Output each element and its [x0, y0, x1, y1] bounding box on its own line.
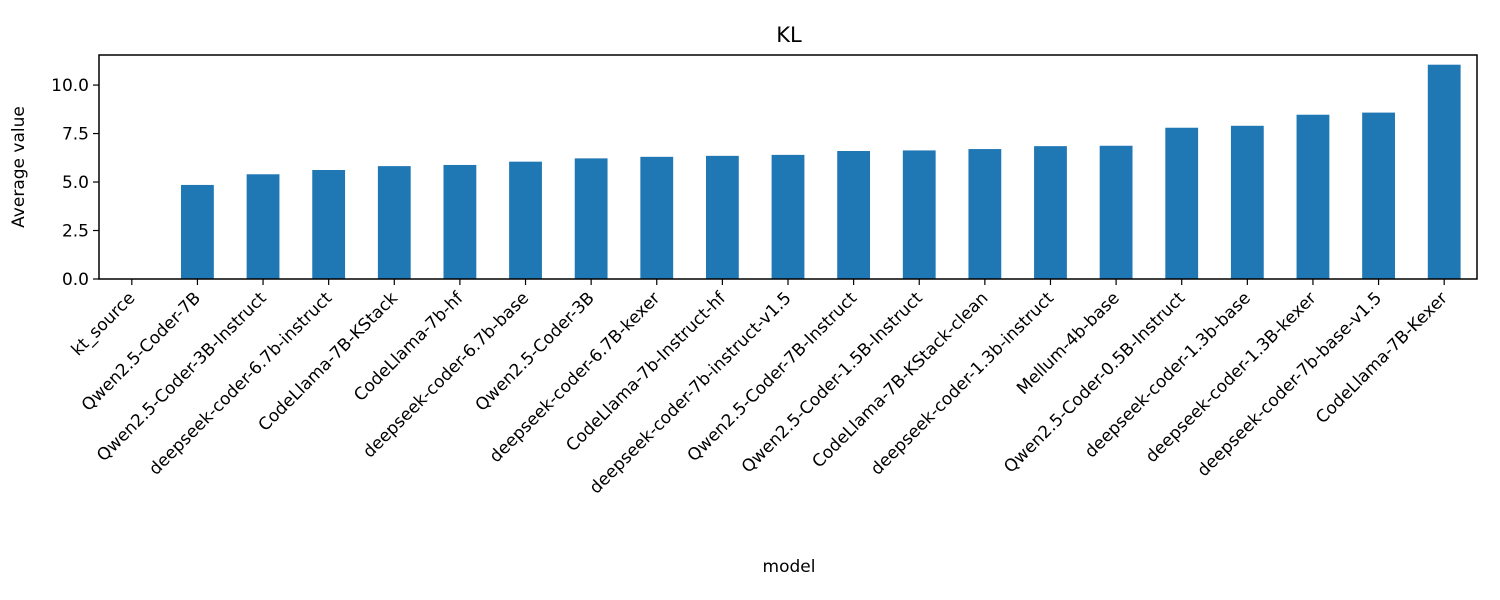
bar-16 [1165, 127, 1199, 279]
bar-8 [640, 156, 674, 279]
bar-9 [705, 155, 739, 279]
x-axis-ticks: kt_sourceQwen2.5-Coder-7BQwen2.5-Coder-3… [68, 279, 1452, 498]
x-tick-label-5: CodeLlama-7b-hf [350, 288, 468, 406]
bar-18 [1296, 114, 1330, 279]
chart-title: KL [776, 23, 802, 47]
bar-2 [246, 174, 280, 279]
x-tick-label-7: Qwen2.5-Coder-3B [472, 288, 599, 415]
y-tick-label-3: 7.5 [62, 125, 89, 145]
bar-6 [509, 161, 542, 279]
y-tick-label-1: 2.5 [62, 222, 89, 242]
y-axis-label: Average value [9, 106, 29, 228]
bar-11 [837, 151, 871, 279]
x-tick-label-20: CodeLlama-7B-Kexer [1312, 288, 1452, 428]
y-axis-ticks: 0.0 2.5 5.0 7.5 10.0 [51, 76, 99, 290]
bar-15 [1099, 145, 1133, 279]
y-tick-label-0: 0.0 [62, 270, 89, 290]
bar-13 [968, 149, 1002, 279]
bar-3 [312, 170, 346, 279]
bar-12 [902, 150, 936, 279]
y-tick-label-4: 10.0 [51, 76, 89, 96]
bar-1 [181, 184, 214, 279]
bar-20 [1427, 64, 1461, 279]
x-axis-label: model [763, 557, 816, 577]
plot-frame [98, 54, 1478, 280]
bar-5 [443, 164, 477, 279]
x-tick-label-1: Qwen2.5-Coder-7B [78, 288, 205, 415]
bar-7 [574, 158, 608, 279]
bar-10 [771, 154, 805, 279]
bar-17 [1230, 125, 1264, 279]
y-tick-label-2: 5.0 [62, 173, 89, 193]
bar-4 [377, 166, 411, 279]
bar-14 [1034, 146, 1067, 279]
bar-19 [1362, 112, 1395, 279]
bars-group [181, 64, 1461, 279]
